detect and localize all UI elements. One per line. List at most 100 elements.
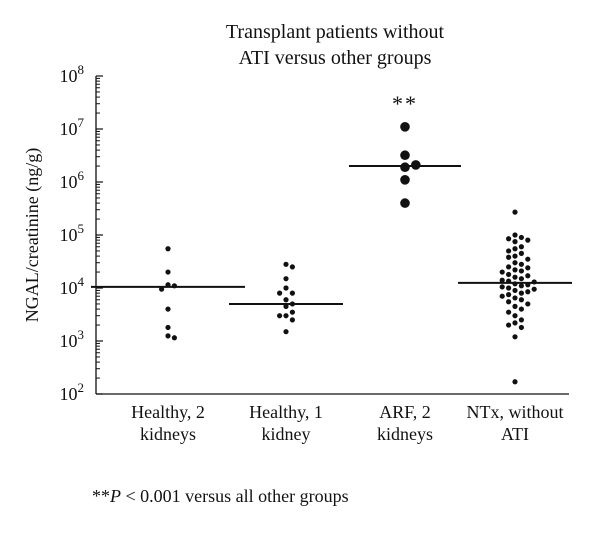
data-point: [400, 122, 410, 132]
data-point: [159, 286, 165, 292]
data-point: [506, 271, 512, 278]
footnote: **P < 0.001 versus all other groups: [92, 486, 349, 506]
category-label: kidneys: [377, 424, 433, 444]
data-point: [512, 253, 518, 259]
data-point: [525, 256, 531, 262]
data-point: [171, 335, 177, 341]
footnote-text: < 0.001 versus all other groups: [121, 486, 349, 506]
data-point: [518, 317, 525, 323]
data-point: [499, 269, 505, 275]
data-points: [159, 122, 537, 385]
data-point: [289, 264, 295, 270]
data-point: [531, 286, 537, 292]
data-point: [400, 175, 410, 185]
chart-title-line-2: ATI versus other groups: [239, 47, 432, 69]
data-point: [518, 283, 525, 289]
data-point: [506, 236, 512, 242]
data-point: [518, 290, 525, 296]
data-point: [283, 329, 289, 335]
y-tick-label: 105: [60, 221, 85, 245]
category-label: kidney: [262, 424, 311, 444]
data-point: [525, 237, 531, 243]
data-point: [525, 301, 531, 307]
y-axis-label: NGAL/creatinine (ng/g): [22, 148, 43, 322]
data-point: [518, 234, 525, 241]
data-point: [165, 246, 171, 252]
data-point: [525, 273, 531, 279]
data-point: [506, 264, 512, 270]
data-point: [525, 289, 531, 295]
data-point: [506, 248, 512, 254]
data-point: [165, 282, 171, 288]
category-label: Healthy, 1: [249, 402, 323, 422]
data-point: [518, 244, 525, 250]
data-point: [506, 278, 512, 284]
data-point: [165, 333, 171, 339]
data-point: [518, 268, 525, 274]
data-point: [512, 232, 518, 238]
data-point: [518, 324, 525, 331]
data-point: [512, 303, 518, 309]
data-point: [277, 290, 283, 296]
data-point: [499, 293, 505, 299]
data-point: [289, 301, 295, 307]
category-label: Healthy, 2: [131, 402, 205, 422]
y-tick-label: 108: [60, 62, 85, 86]
data-point: [506, 299, 512, 305]
data-point: [512, 313, 518, 319]
data-point: [512, 281, 518, 287]
data-point: [283, 303, 289, 309]
data-point: [400, 198, 410, 208]
data-point: [512, 379, 518, 385]
data-point: [512, 239, 518, 245]
data-point: [283, 285, 289, 291]
data-point: [171, 283, 177, 289]
data-point: [411, 160, 421, 170]
data-point: [512, 274, 518, 280]
y-tick-label: 103: [60, 327, 85, 351]
data-point: [165, 306, 171, 312]
data-point: [277, 313, 283, 319]
data-point: [283, 297, 289, 303]
data-point: [289, 290, 295, 296]
chart-title-line-1: Transplant patients without: [226, 21, 445, 43]
category-label: ARF, 2: [379, 402, 431, 422]
data-point: [289, 309, 295, 315]
category-label: kidneys: [140, 424, 196, 444]
data-point: [289, 317, 295, 323]
data-point: [525, 265, 531, 271]
data-point: [506, 322, 512, 328]
data-point: [518, 306, 525, 312]
y-tick-label: 106: [60, 168, 85, 192]
data-point: [506, 309, 512, 315]
data-point: [283, 276, 289, 282]
data-point: [165, 324, 171, 331]
footnote-stars: **: [92, 486, 110, 506]
data-point: [506, 292, 512, 298]
data-point: [400, 150, 410, 161]
footnote-p-symbol: P: [109, 486, 121, 506]
data-point: [512, 246, 518, 252]
data-point: [512, 295, 518, 301]
data-point: [512, 287, 518, 294]
significance-marks: **: [392, 91, 418, 116]
y-tick-label: 102: [60, 380, 85, 404]
significance-mark: **: [392, 91, 418, 116]
data-point: [512, 320, 518, 326]
data-point: [518, 276, 525, 282]
median-lines: [91, 165, 572, 305]
data-point: [283, 313, 289, 319]
data-point: [512, 334, 518, 340]
data-point: [499, 277, 505, 283]
y-tick-label: 107: [60, 115, 85, 139]
data-point: [531, 279, 537, 285]
data-point: [512, 260, 518, 266]
data-point: [506, 254, 512, 260]
category-label: ATI: [501, 424, 529, 444]
data-point: [499, 284, 505, 290]
data-point: [283, 261, 289, 267]
y-ticks: 102 103 104 105 106 107 108: [60, 62, 103, 404]
data-point: [400, 162, 410, 173]
